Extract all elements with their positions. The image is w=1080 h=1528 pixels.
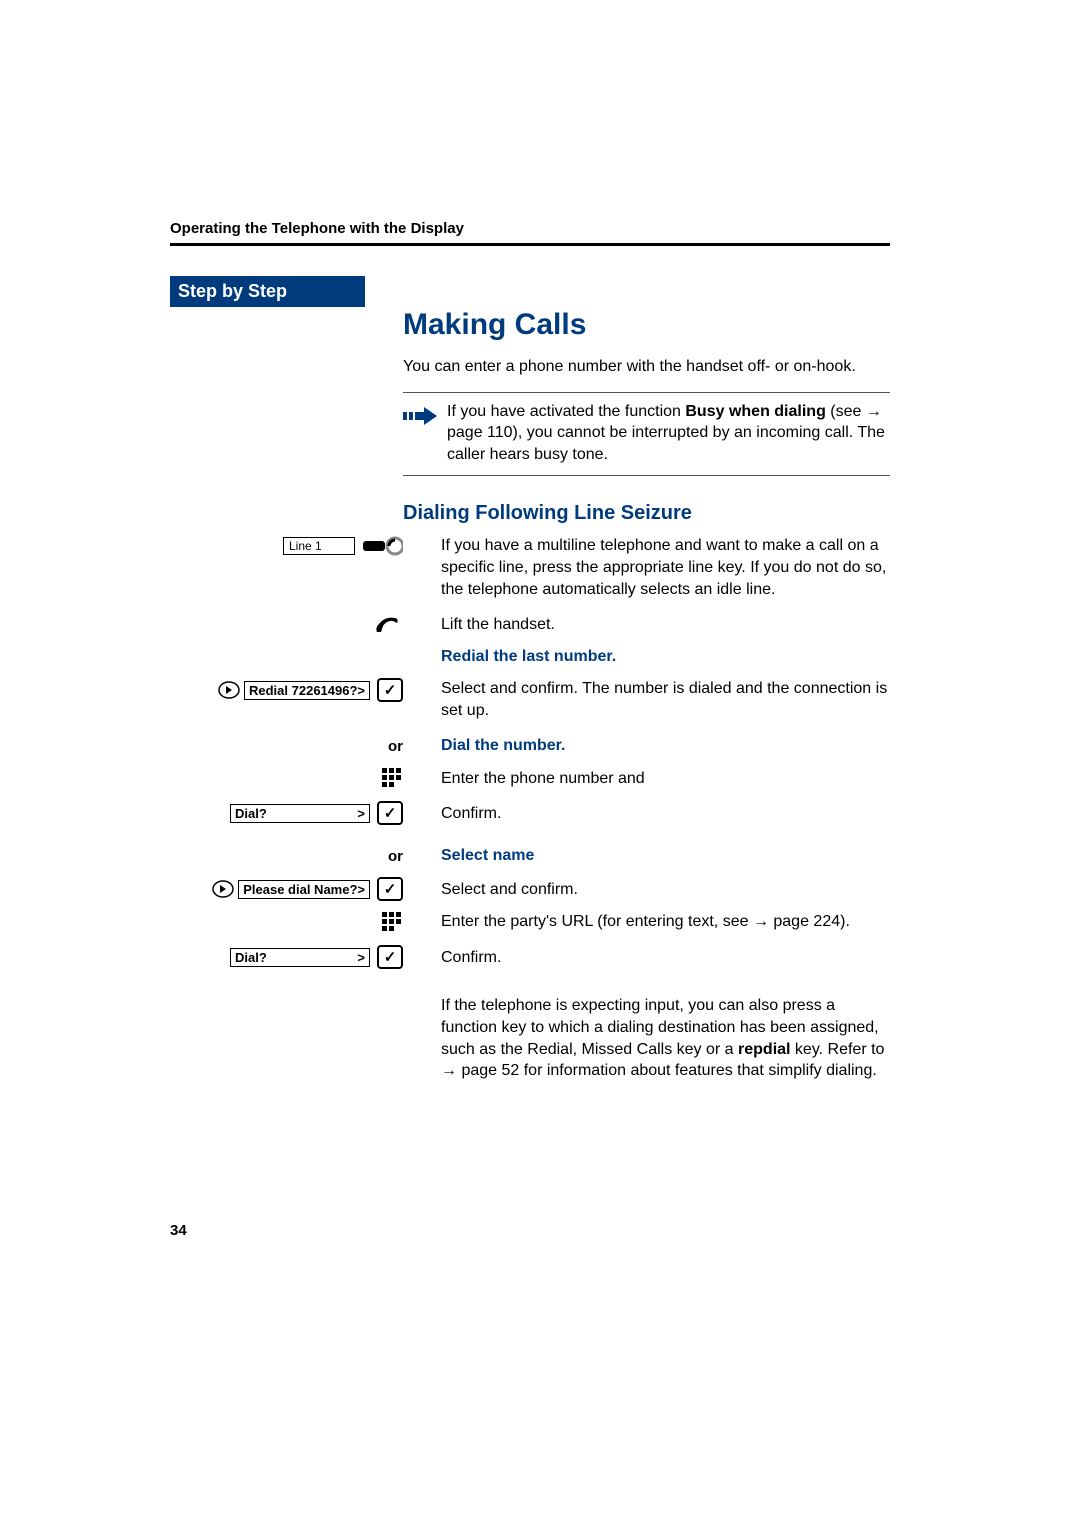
note-pageref-1: page 110), you cannot be interrupted by … xyxy=(447,424,885,463)
check-button-icon: ✓ xyxy=(377,678,403,702)
row-line-key: Line 1 If you have a multiline telephone… xyxy=(170,535,890,600)
confirm-text-2: Confirm. xyxy=(403,947,890,969)
layout: Step by Step Making Calls You can enter … xyxy=(170,276,890,537)
left-column: Step by Step xyxy=(170,276,365,537)
heading-dialing: Dialing Following Line Seizure xyxy=(403,502,890,525)
url-text: Enter the party's URL (for entering text… xyxy=(403,911,890,933)
note-arrow-icon xyxy=(403,401,447,466)
url-pageref: page 224). xyxy=(769,913,850,930)
row-redial-heading: Redial the last number. xyxy=(170,646,890,668)
check-button-icon: ✓ xyxy=(377,877,403,901)
url-arrow: → xyxy=(753,913,769,930)
dial-heading: Dial the number. xyxy=(403,735,890,757)
check-button-icon: ✓ xyxy=(377,801,403,825)
note-box: If you have activated the function Busy … xyxy=(403,392,890,477)
row-lift-handset: Lift the handset. xyxy=(170,614,890,636)
dial-text: Enter the phone number and xyxy=(403,768,890,790)
dial-display-text-1: Dial? xyxy=(235,806,267,821)
final-text: If the telephone is expecting input, you… xyxy=(403,995,890,1081)
keypad-icon xyxy=(381,911,403,933)
menu-pointer-icon xyxy=(218,681,240,699)
row-dial-display-2: Dial? > ✓ Confirm. xyxy=(170,945,890,969)
redial-heading: Redial the last number. xyxy=(403,646,890,668)
gt-icon: > xyxy=(357,683,365,698)
row-please-dial: Please dial Name? > ✓ Select and confirm… xyxy=(170,877,890,901)
dial-display-text-2: Dial? xyxy=(235,950,267,965)
select-text: Select and confirm. xyxy=(403,879,890,901)
final-suffix: page 52 for information about features t… xyxy=(457,1062,877,1079)
redial-text: Select and confirm. The number is dialed… xyxy=(403,678,890,721)
gt-icon: > xyxy=(357,950,365,965)
row-or-1: or Dial the number. xyxy=(170,735,890,757)
row-final: If the telephone is expecting input, you… xyxy=(170,995,890,1081)
keypad-icon xyxy=(381,767,403,789)
step-by-step-header: Step by Step xyxy=(170,276,365,307)
final-mid: key. Refer to xyxy=(790,1041,884,1058)
line-key-text: If you have a multiline telephone and wa… xyxy=(403,535,890,600)
row-keypad-1: Enter the phone number and xyxy=(170,767,890,789)
note-bold-1: Busy when dialing xyxy=(685,403,825,420)
note-text: If you have activated the function Busy … xyxy=(447,401,890,466)
row-dial-display-1: Dial? > ✓ Confirm. xyxy=(170,801,890,825)
final-bold: repdial xyxy=(738,1041,790,1058)
note-arrow-1: → xyxy=(866,403,882,420)
gt-icon: > xyxy=(357,882,365,897)
gt-icon: > xyxy=(357,806,365,821)
intro-text: You can enter a phone number with the ha… xyxy=(403,356,890,378)
row-redial-display: Redial 72261496? > ✓ Select and confirm.… xyxy=(170,678,890,721)
running-head: Operating the Telephone with the Display xyxy=(170,220,890,246)
final-arrow: → xyxy=(441,1062,457,1079)
menu-pointer-icon xyxy=(212,880,234,898)
page-number: 34 xyxy=(170,1222,890,1239)
or-label-2: or xyxy=(388,848,403,865)
line-key-label: Line 1 xyxy=(283,537,355,555)
heading-making-calls: Making Calls xyxy=(403,308,890,342)
select-heading: Select name xyxy=(403,845,890,867)
note-prefix: If you have activated the function xyxy=(447,403,685,420)
right-column: Making Calls You can enter a phone numbe… xyxy=(365,276,890,537)
line-key-icon xyxy=(363,536,403,556)
note-mid-1: (see xyxy=(826,403,866,420)
url-prefix: Enter the party's URL (for entering text… xyxy=(441,913,753,930)
row-keypad-2: Enter the party's URL (for entering text… xyxy=(170,911,890,933)
please-dial-display-text: Please dial Name? xyxy=(243,882,357,897)
check-button-icon: ✓ xyxy=(377,945,403,969)
handset-icon xyxy=(373,614,403,636)
confirm-text-1: Confirm. xyxy=(403,803,890,825)
row-or-2: or Select name xyxy=(170,845,890,867)
or-label-1: or xyxy=(388,738,403,755)
lift-text: Lift the handset. xyxy=(403,614,890,636)
redial-display-text: Redial 72261496? xyxy=(249,683,357,698)
